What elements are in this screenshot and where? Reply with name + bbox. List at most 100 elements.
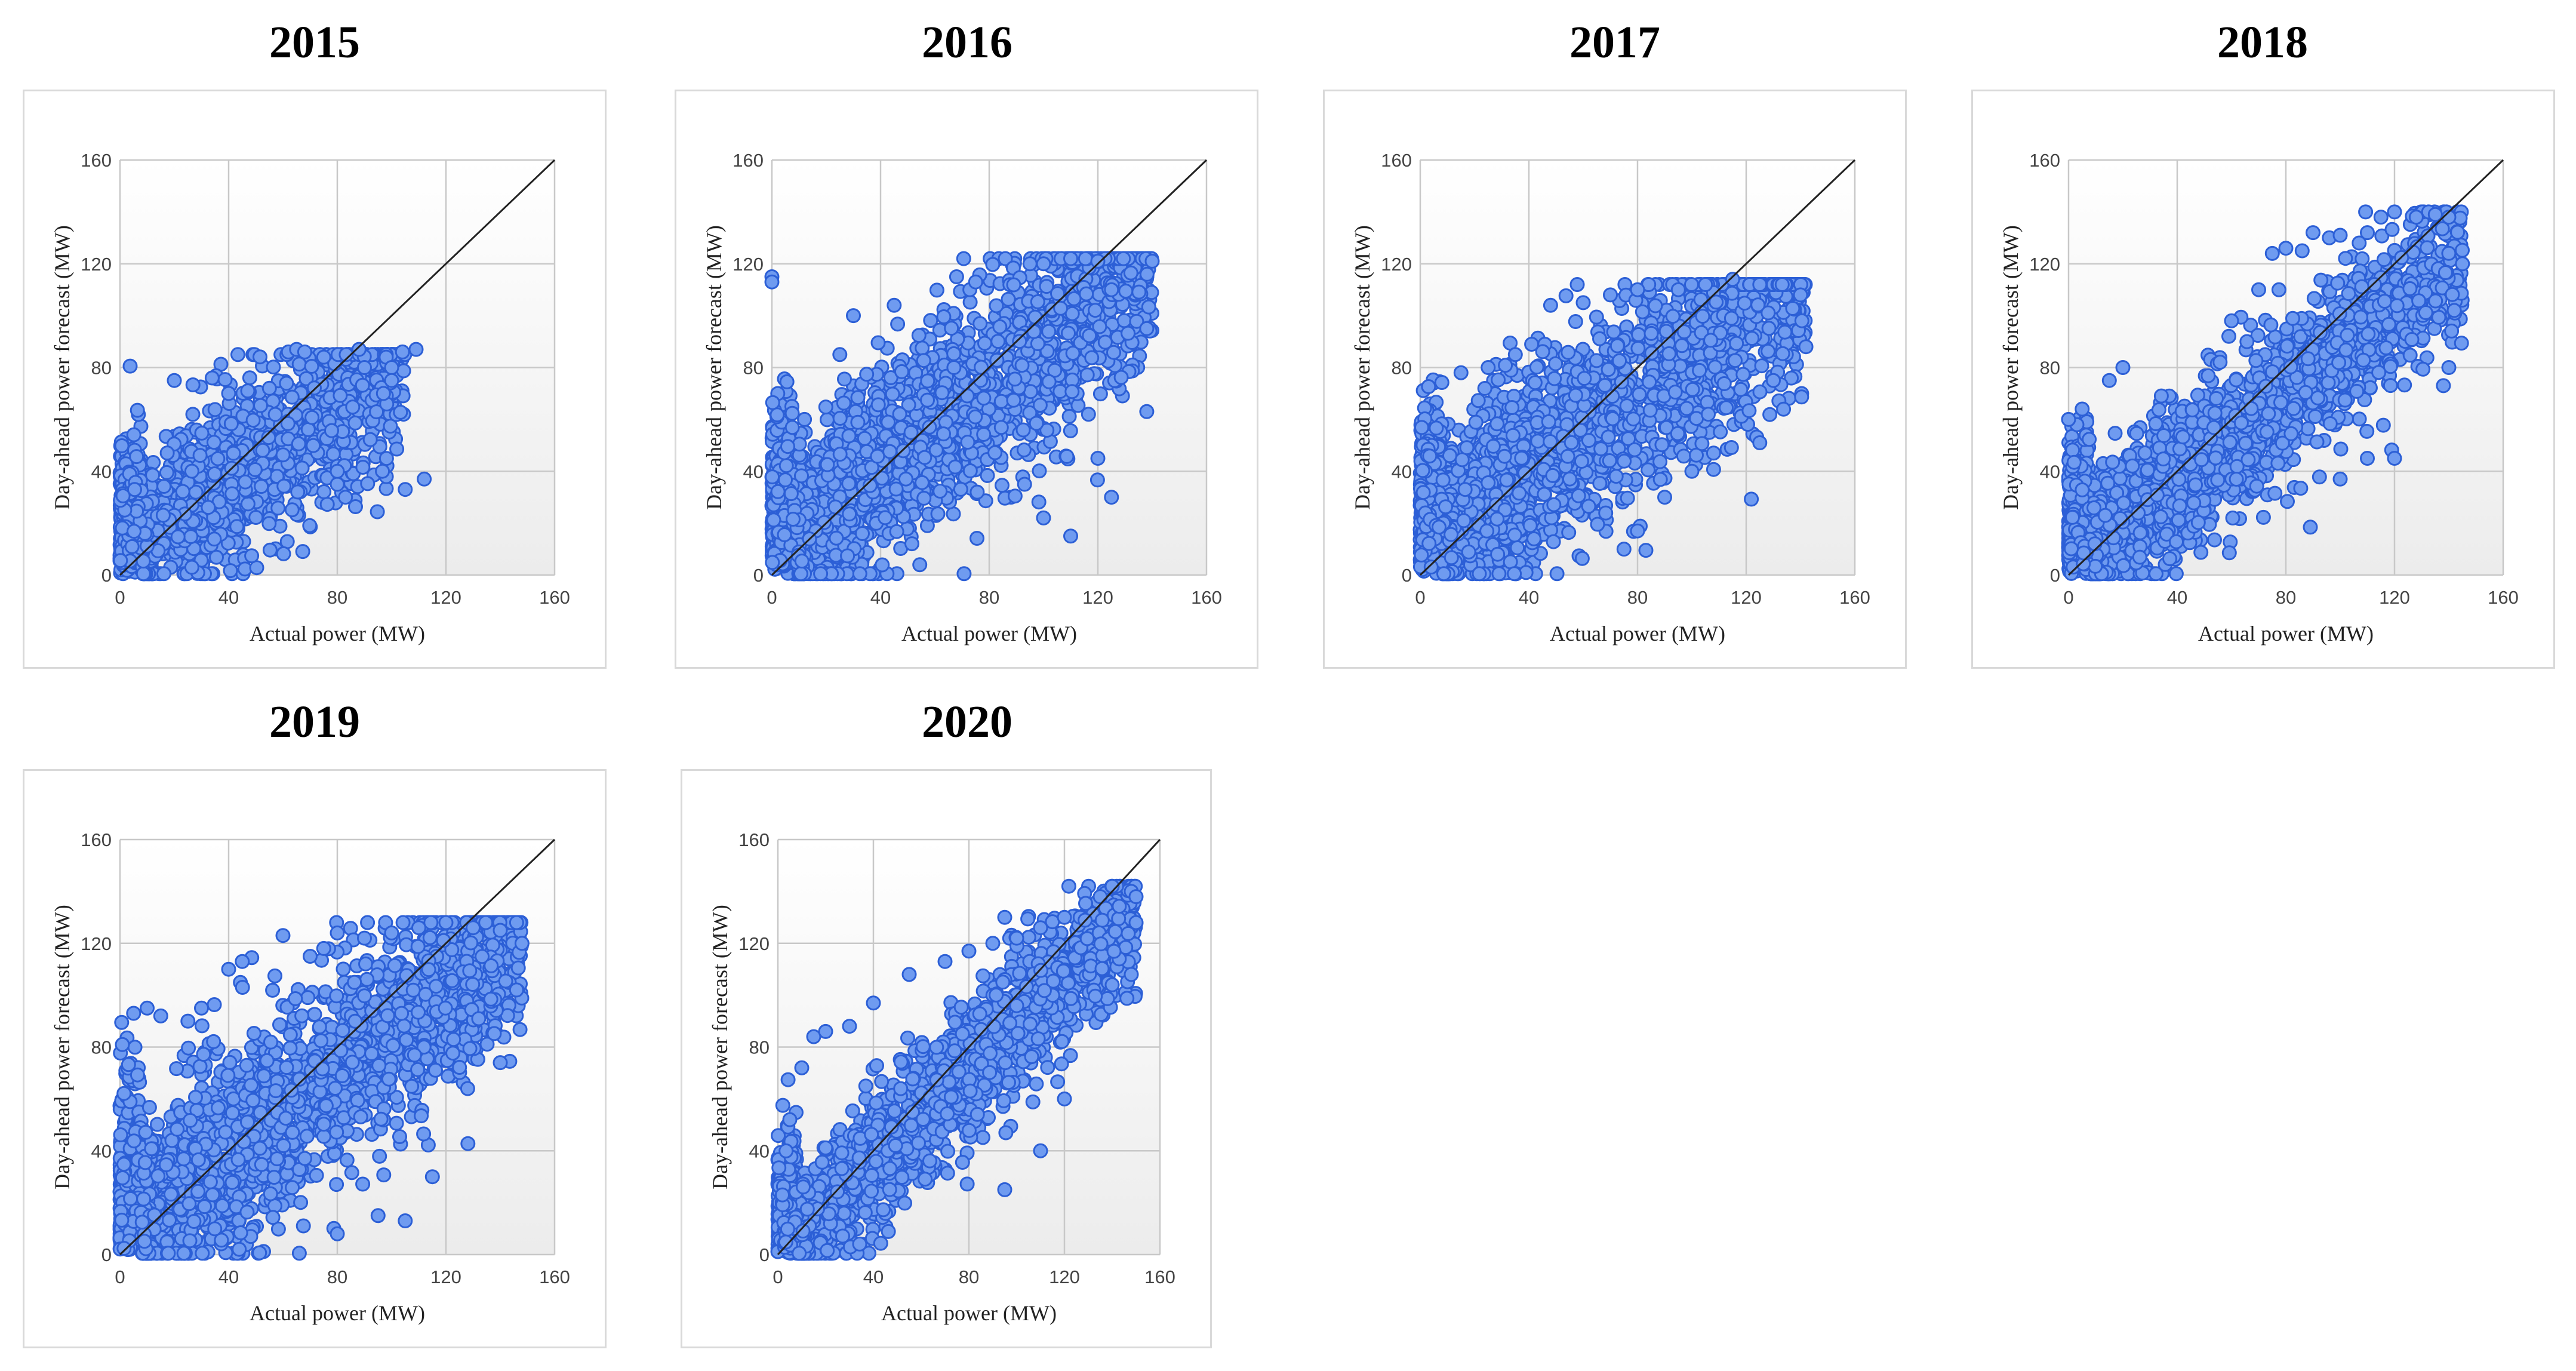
data-point (290, 484, 306, 500)
y-tick-label: 40 (743, 461, 764, 482)
y-tick-label: 80 (91, 358, 112, 379)
data-point (316, 484, 332, 499)
data-point (261, 516, 277, 531)
data-point (355, 460, 371, 475)
data-point (291, 436, 306, 451)
chart-title-2016: 2016 (922, 17, 1012, 67)
data-point (262, 542, 278, 558)
reference-line-y-equals-x (119, 159, 556, 576)
data-point (1139, 404, 1155, 419)
data-point (1041, 324, 1057, 339)
data-point (1144, 253, 1160, 269)
x-tick-label: 80 (1627, 587, 1648, 608)
data-point (1139, 321, 1155, 336)
data-point (989, 298, 1004, 313)
data-point (1022, 256, 1038, 272)
data-point (1081, 407, 1096, 422)
data-point (393, 404, 408, 420)
data-point (155, 508, 171, 523)
data-point (832, 411, 848, 426)
data-point (375, 463, 390, 479)
scatter-points (1412, 272, 1814, 582)
data-point (1026, 324, 1042, 339)
data-point (280, 416, 296, 431)
data-point (345, 399, 361, 415)
data-point (1039, 279, 1054, 294)
data-point (223, 416, 239, 432)
data-point (797, 411, 812, 427)
data-point (1131, 284, 1147, 300)
y-tick-label: 0 (101, 565, 112, 586)
data-point (1104, 282, 1119, 297)
data-point (920, 373, 935, 389)
y-tick-label: 160 (733, 150, 764, 171)
data-point (936, 426, 951, 442)
data-point (889, 524, 904, 539)
data-point (1032, 463, 1047, 479)
data-point (129, 449, 144, 465)
y-tick-label: 0 (753, 565, 764, 586)
data-point (217, 372, 233, 388)
data-point (376, 386, 391, 401)
data-point (248, 510, 264, 525)
data-point (325, 446, 341, 462)
data-point (1036, 256, 1051, 272)
x-tick-label: 160 (1191, 587, 1222, 608)
y-tick-label: 0 (1402, 565, 1412, 586)
data-point (968, 274, 983, 290)
data-point (384, 373, 399, 388)
data-point (223, 563, 238, 579)
data-point (253, 398, 268, 413)
data-point (1090, 253, 1106, 269)
data-point (1050, 286, 1065, 302)
data-point (383, 419, 398, 434)
scatter-panel-2016: 0 40 80 120 160 0 40 80 120 160 Actual power (MW) D… (675, 90, 1258, 669)
data-point (1079, 367, 1095, 383)
data-point (244, 548, 260, 564)
data-point (1113, 370, 1129, 385)
data-point (765, 395, 780, 410)
data-point (953, 481, 968, 497)
data-point (240, 383, 256, 399)
data-point (915, 340, 930, 356)
data-point (870, 448, 885, 464)
y-axis-label: Day-ahead power forecast (MW) (50, 225, 74, 510)
x-tick-label: 40 (218, 587, 239, 608)
data-point (170, 529, 186, 545)
data-point (1123, 265, 1138, 281)
data-point (316, 349, 331, 365)
data-point (793, 566, 808, 582)
data-point (136, 566, 151, 582)
data-point (836, 395, 851, 411)
chart-title-2019: 2019 (269, 697, 360, 747)
data-point (330, 463, 345, 479)
data-point (1065, 346, 1081, 361)
data-point (870, 335, 886, 351)
data-point (1092, 386, 1108, 402)
data-point (1007, 488, 1023, 504)
data-point (114, 438, 130, 453)
data-point (1063, 423, 1078, 438)
data-point (207, 466, 222, 481)
data-point (1116, 313, 1132, 328)
data-point (946, 506, 961, 522)
data-point (113, 553, 128, 568)
x-tick-label: 0 (767, 587, 777, 608)
data-point (993, 394, 1009, 409)
x-tick-label: 0 (1415, 587, 1425, 608)
data-point (813, 566, 829, 582)
data-point (792, 436, 807, 452)
data-point (183, 529, 199, 545)
data-point (226, 445, 241, 461)
data-point (794, 554, 810, 569)
data-point (1030, 294, 1045, 309)
data-point (777, 527, 792, 542)
data-point (862, 478, 878, 493)
data-point (946, 360, 962, 375)
data-point (307, 380, 322, 396)
data-point (928, 442, 944, 458)
data-point (1092, 319, 1107, 334)
data-point (832, 347, 848, 362)
data-point (1063, 528, 1078, 544)
data-point (124, 539, 140, 554)
